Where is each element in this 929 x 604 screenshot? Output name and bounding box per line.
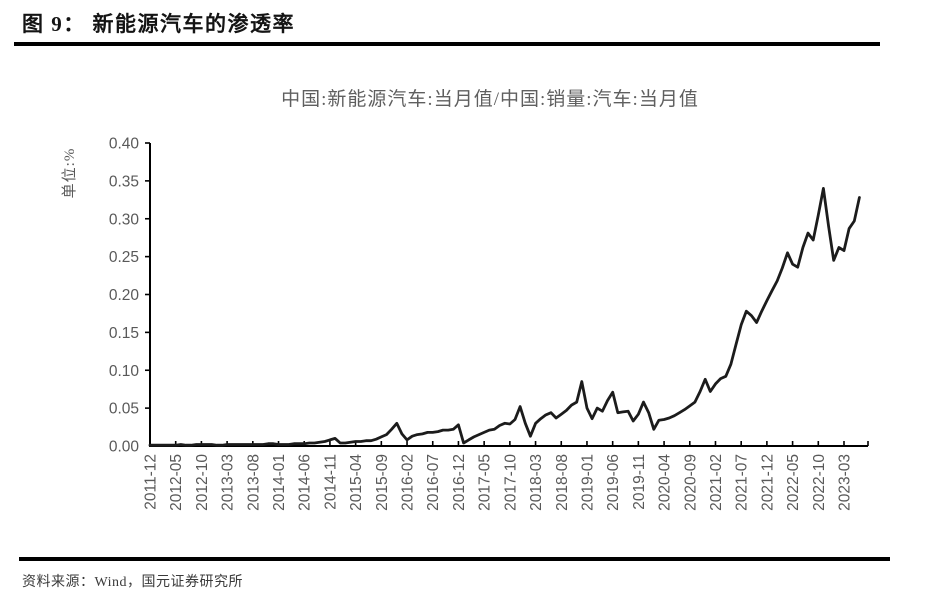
- penetration-rate-line: [148, 186, 861, 447]
- x-tick-label: 2019-06: [605, 454, 622, 511]
- x-tick-label: 2021-12: [759, 454, 776, 511]
- x-tick-label: 2014-06: [297, 454, 314, 511]
- x-tick-label: 2016-07: [425, 454, 442, 511]
- x-tick-label: 2013-08: [245, 454, 262, 511]
- x-tick-label: 2020-09: [682, 454, 699, 511]
- axes: [149, 143, 868, 447]
- x-tick-label: 2011-12: [143, 454, 160, 510]
- x-tick-label: 2021-02: [708, 454, 725, 511]
- y-tick-label: 0.20: [109, 287, 140, 304]
- y-tick-label: 0.25: [109, 249, 139, 266]
- y-tick-label: 0.30: [109, 211, 140, 228]
- y-tick-label: 0.40: [109, 136, 140, 153]
- x-tick-label: 2015-04: [348, 454, 365, 511]
- x-tick-label: 2017-10: [502, 454, 519, 511]
- x-tick-label: 2013-03: [220, 454, 237, 511]
- x-tick-label: 2018-08: [554, 454, 571, 511]
- x-tick-label: 2014-01: [271, 454, 288, 511]
- chart-title: 中国:新能源汽车:当月值/中国:销量:汽车:当月值: [281, 89, 699, 110]
- x-tick-label: 2019-11: [631, 454, 648, 510]
- x-tick-label: 2016-02: [400, 454, 417, 511]
- x-tick-label: 2022-05: [785, 454, 802, 511]
- y-tick-label: 0.10: [109, 363, 140, 380]
- x-tick-label: 2012-05: [168, 454, 185, 511]
- x-tick-label: 2020-04: [657, 454, 674, 511]
- x-tick-label: 2018-03: [528, 454, 545, 511]
- x-tick-label: 2015-09: [374, 454, 391, 511]
- figure-title: 图 9： 新能源汽车的渗透率: [22, 12, 295, 36]
- y-tick-label: 0.00: [109, 439, 140, 456]
- x-tick-label: 2019-01: [580, 454, 597, 511]
- x-tick-label: 2023-03: [837, 454, 854, 511]
- x-tick-label: 2017-05: [477, 454, 494, 511]
- x-tick-label: 2016-12: [451, 454, 468, 511]
- x-tick-label: 2022-10: [811, 454, 828, 511]
- y-tick-label: 0.05: [109, 401, 139, 418]
- x-tick-label: 2012-10: [194, 454, 211, 511]
- source-text: 资料来源：Wind，国元证券研究所: [22, 575, 244, 590]
- y-tick-label: 0.15: [109, 325, 139, 342]
- title-divider: [14, 42, 880, 46]
- x-tick-label: 2014-11: [322, 454, 339, 510]
- y-tick-label: 0.35: [109, 173, 139, 190]
- x-tick-label: 2021-07: [734, 454, 751, 511]
- source-divider: [19, 557, 890, 561]
